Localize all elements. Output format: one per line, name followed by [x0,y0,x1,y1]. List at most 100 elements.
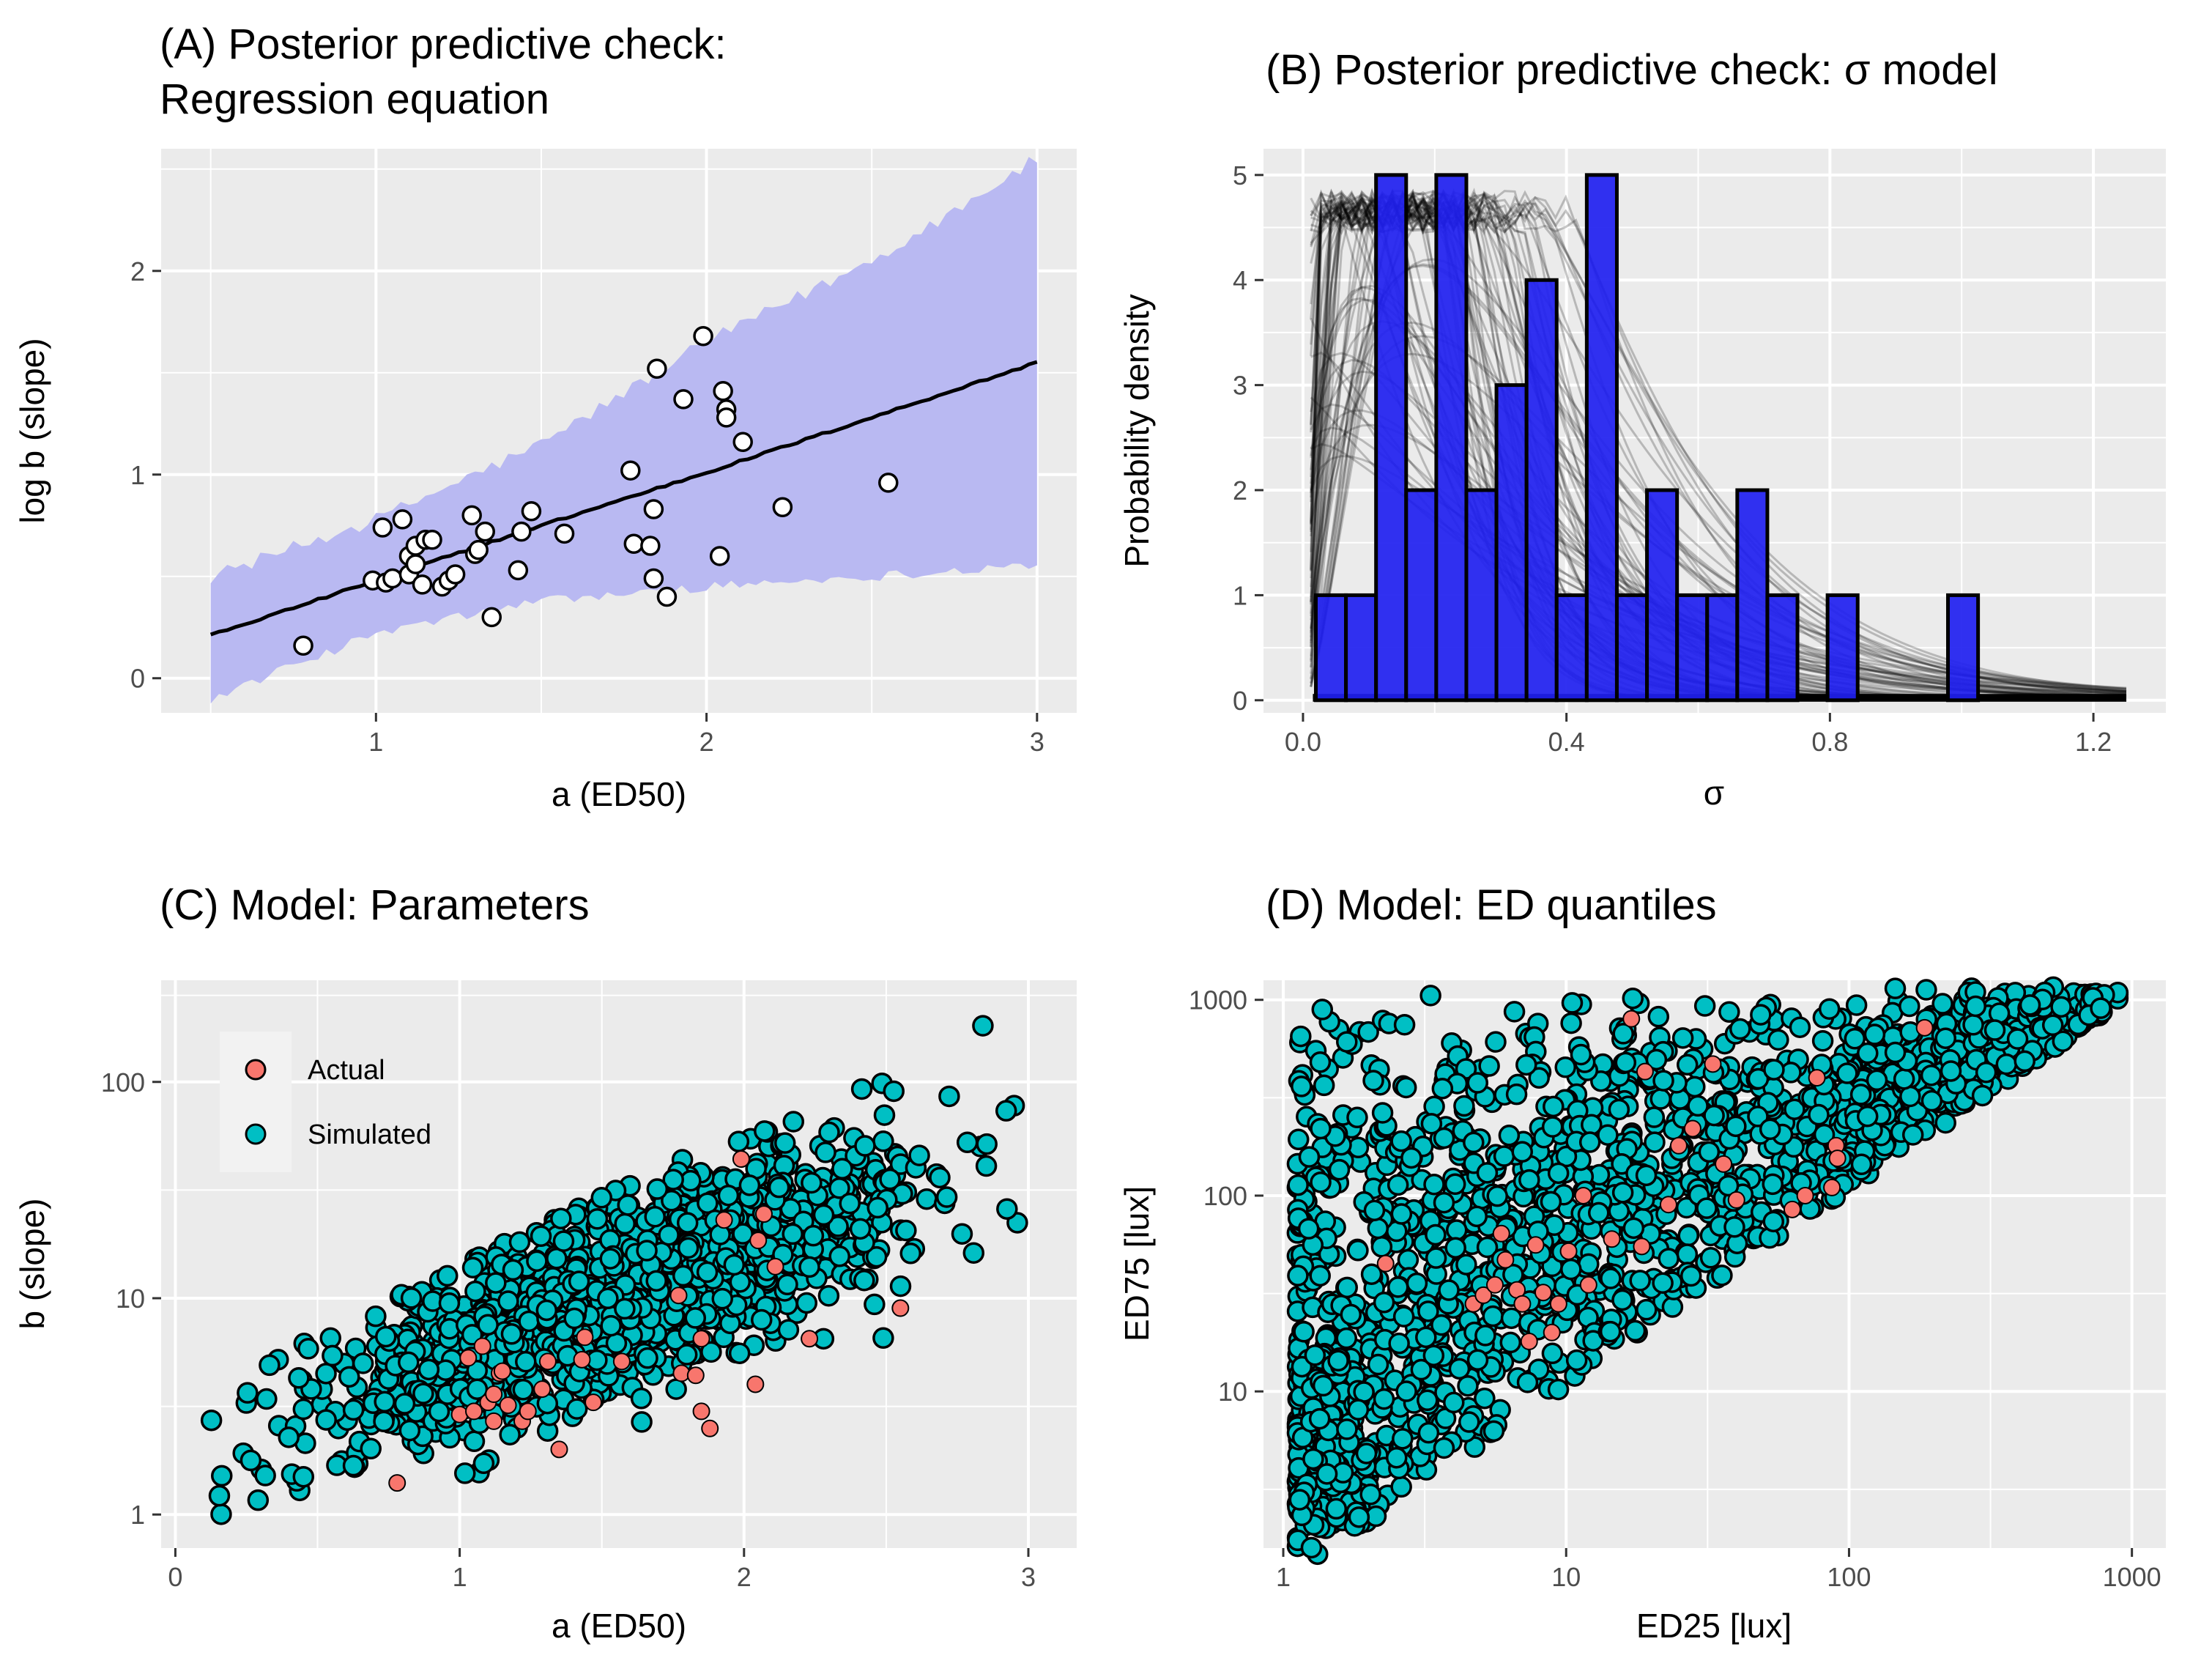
y-tick-label: 1 [130,460,145,490]
panel-c-actual-points [388,1150,910,1492]
simulated-point [818,1121,840,1144]
simulated-point [1347,1399,1370,1421]
histogram-bar [1705,593,1740,703]
simulated-point [1647,1005,1670,1028]
simulated-point [929,1166,951,1189]
y-tick-label: 0 [130,664,145,694]
simulated-point [644,1205,666,1228]
histogram-bar [1946,593,1981,703]
y-tick-label: 1 [130,1500,145,1530]
panel-d-y-ticks: 10 100 1000 [1189,985,1263,1407]
simulated-point [1498,1125,1521,1147]
panel-d-x-ticks: 1 10 100 1000 [1276,1548,2161,1592]
simulated-point [508,1231,531,1254]
simulated-point [1767,1029,1789,1051]
simulated-point [1560,1258,1582,1281]
simulated-point [1302,1448,1324,1470]
simulated-point [1443,1391,1465,1414]
simulated-point [454,1462,476,1484]
simulated-point [1474,1387,1496,1410]
simulated-point [879,1168,901,1191]
panel-b: (B) Posterior predictive check: σ model … [1118,46,2166,812]
panel-a-title-line-2: Regression equation [160,75,549,123]
simulated-point [500,1323,523,1345]
simulated-point [828,1245,850,1267]
data-point [405,554,426,574]
simulated-point [552,1230,575,1252]
simulated-point [477,1314,499,1336]
simulated-point [1643,1106,1666,1128]
simulated-point [1652,1272,1674,1295]
actual-point [1579,1276,1597,1294]
simulated-point [2014,1050,2036,1073]
simulated-point [1463,1131,1485,1154]
simulated-point [1397,1248,1419,1271]
simulated-point [535,1299,558,1322]
simulated-point [1696,1197,1718,1219]
histogram-bar [1584,173,1619,703]
actual-point [891,1299,910,1317]
actual-point [485,1412,503,1430]
x-tick-label: 1000 [2103,1562,2161,1592]
panel-c-legend: Actual Simulated [220,1032,431,1172]
simulated-point [315,1363,337,1385]
simulated-point [801,1171,823,1194]
data-point [422,529,442,550]
actual-point [493,1362,511,1380]
x-tick-label: 1 [453,1562,467,1592]
data-point [709,546,730,566]
data-point [554,523,575,544]
simulated-point [662,1169,684,1191]
simulated-point [1340,1303,1362,1326]
simulated-point [1353,1381,1375,1403]
simulated-point [795,1292,818,1314]
simulated-point [1671,1027,1694,1049]
simulated-point [1635,1164,1658,1187]
panel-c-x-axis-label: a (ED50) [552,1607,686,1645]
actual-point [1727,1191,1745,1209]
histogram-bar [1675,593,1710,703]
histogram-bar [1494,383,1529,703]
simulated-point [1417,1389,1439,1412]
simulated-point [319,1327,341,1350]
actual-point [732,1150,750,1169]
y-tick-label: 10 [116,1284,145,1314]
simulated-point [889,1275,912,1297]
simulated-point [1693,995,1716,1017]
simulated-point [292,1465,315,1488]
simulated-point [374,1325,397,1348]
actual-point [473,1337,491,1355]
actual-point [1496,1251,1515,1269]
actual-point [1915,1018,1934,1037]
simulated-point [1388,1332,1410,1355]
simulated-point [782,1111,805,1133]
x-tick-label: 3 [1021,1562,1036,1592]
simulated-point [645,1270,667,1292]
simulated-point [1367,1353,1389,1376]
actual-point [499,1396,517,1415]
data-point [643,499,664,519]
simulated-point [696,1261,719,1284]
panel-d-y-axis-label: ED75 [lux] [1118,1186,1156,1341]
y-tick-label: 3 [1233,371,1247,401]
simulated-point [297,1338,319,1360]
actual-point [1559,1242,1578,1260]
simulated-point [1578,1131,1601,1153]
simulated-point [773,1132,796,1154]
simulated-point [1578,1253,1600,1276]
actual-point [1603,1230,1621,1248]
actual-point [584,1393,603,1412]
simulated-point [1622,1217,1645,1240]
actual-point [801,1330,819,1348]
simulated-point [1964,995,1986,1018]
simulated-point [1385,1446,1408,1469]
simulated-point [530,1225,552,1248]
simulated-point [1444,1173,1466,1196]
simulated-point [873,1104,896,1126]
histogram-bar [1344,593,1378,703]
simulated-point [398,1351,420,1374]
simulated-point [1863,1023,1886,1045]
actual-point [669,1286,688,1305]
legend-actual-swatch [245,1059,267,1081]
actual-point [612,1352,631,1371]
